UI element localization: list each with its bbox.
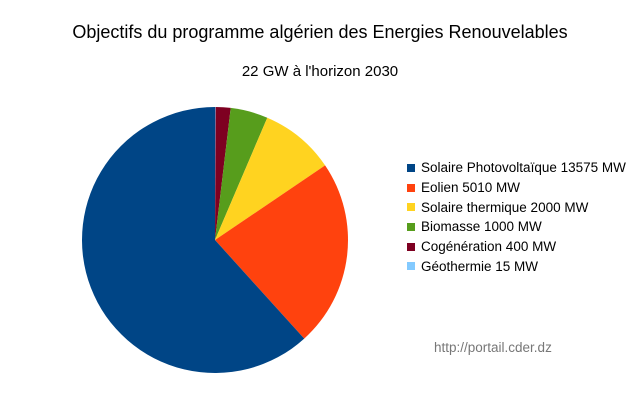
legend-item: Biomasse 1000 MW (407, 217, 626, 237)
source-text: http://portail.cder.dz (434, 340, 552, 355)
pie-slice-5 (215, 107, 216, 240)
legend-swatch (407, 203, 415, 212)
pie-slice-3 (215, 107, 268, 240)
legend-swatch (407, 242, 415, 251)
pie-slice-2 (215, 117, 326, 240)
pie-slice-0 (82, 107, 305, 373)
pie-slice-4 (215, 107, 231, 240)
legend-swatch (407, 183, 415, 192)
legend-label: Cogénération 400 MW (421, 239, 557, 255)
legend-label: Solaire Photovoltaïque 13575 MW (421, 160, 626, 176)
legend-label: Eolien 5010 MW (421, 180, 521, 196)
legend-item: Eolien 5010 MW (407, 178, 626, 198)
chart-title: Objectifs du programme algérien des Ener… (72, 22, 568, 42)
legend-swatch (407, 262, 415, 271)
legend-item: Géothermie 15 MW (407, 256, 626, 276)
pie-slice-1 (215, 165, 349, 339)
legend-item: Cogénération 400 MW (407, 237, 626, 257)
chart-subtitle: 22 GW à l'horizon 2030 (241, 63, 399, 80)
legend-label: Biomasse 1000 MW (421, 219, 542, 235)
legend-item: Solaire thermique 2000 MW (407, 197, 626, 217)
legend-label: Solaire thermique 2000 MW (421, 199, 589, 215)
legend-label: Géothermie 15 MW (421, 258, 539, 274)
legend: Solaire Photovoltaïque 13575 MW Eolien 50… (407, 158, 626, 276)
legend-swatch (407, 163, 415, 172)
legend-swatch (407, 222, 415, 231)
legend-item: Solaire Photovoltaïque 13575 MW (407, 158, 626, 178)
